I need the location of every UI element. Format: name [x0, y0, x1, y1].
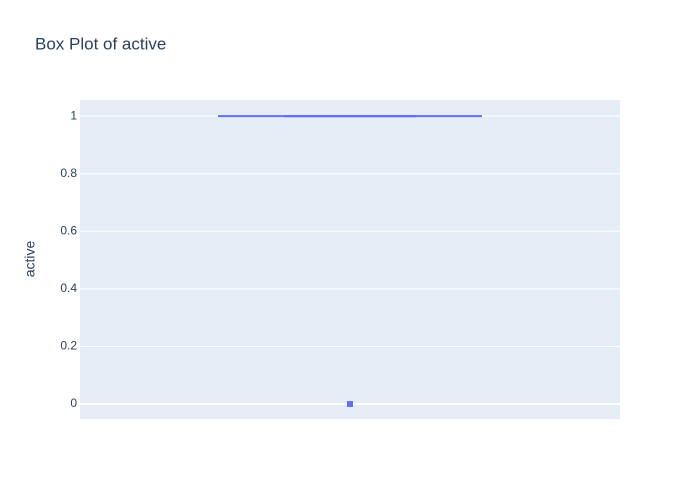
chart-title: Box Plot of active	[35, 34, 166, 53]
y-tick-label: 1	[70, 108, 77, 122]
plot-area	[80, 100, 620, 419]
outlier	[347, 401, 353, 408]
y-tick-label: 0.8	[60, 166, 77, 180]
y-tick-label: 0.2	[60, 339, 77, 353]
y-tick-label: 0.6	[60, 223, 77, 237]
y-tick-label: 0.4	[60, 281, 77, 295]
y-axis-label: active	[22, 241, 38, 278]
y-tick-label: 0	[70, 396, 77, 410]
